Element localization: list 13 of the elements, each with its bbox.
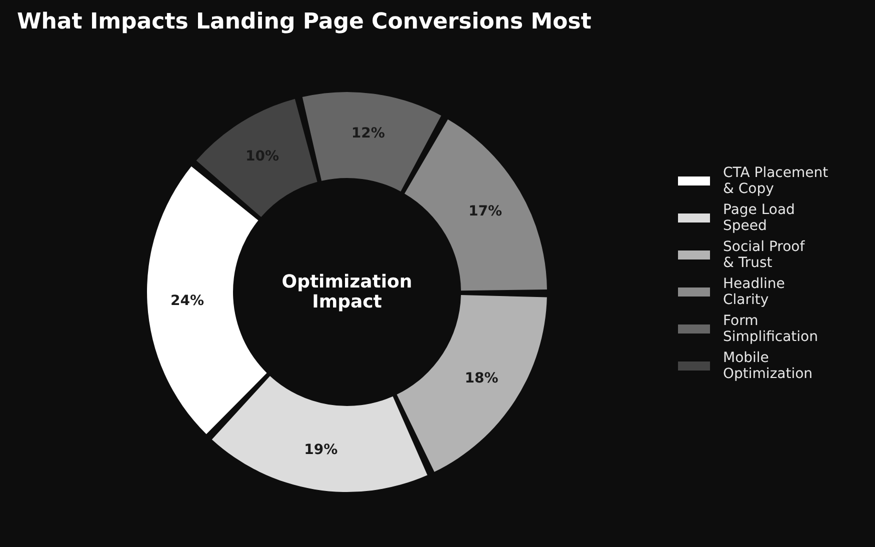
data-label: 18% — [464, 370, 498, 387]
data-label: 12% — [351, 125, 385, 142]
legend-label: Headline Clarity — [723, 276, 785, 308]
data-label: 24% — [170, 292, 204, 309]
chart-title: What Impacts Landing Page Conversions Most — [17, 10, 592, 34]
legend-label: Page Load Speed — [723, 202, 795, 234]
legend-label: Social Proof & Trust — [723, 239, 806, 271]
legend-label: Mobile Optimization — [723, 350, 813, 382]
legend-label: CTA Placement & Copy — [723, 165, 829, 197]
text: Optimization Impact — [282, 272, 412, 312]
data-label: 17% — [468, 204, 502, 220]
data-label: 19% — [304, 442, 338, 458]
legend-label: Form Simplification — [723, 313, 818, 345]
